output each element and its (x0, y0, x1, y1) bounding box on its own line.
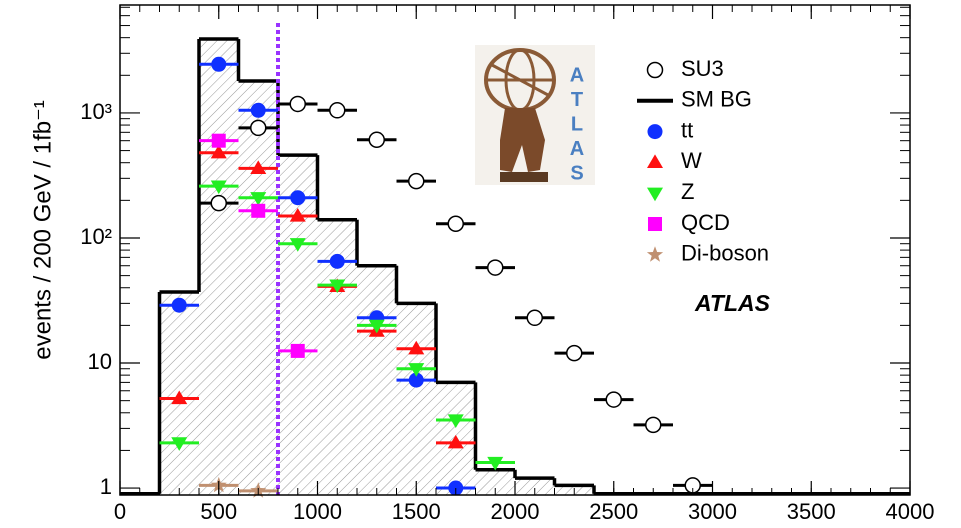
y-tick-label: 1 (100, 474, 112, 499)
logo-figure (500, 108, 545, 172)
annotation: ATLAS (694, 290, 771, 316)
y-axis-label: events / 200 GeV / 1fb⁻¹ (29, 100, 56, 359)
hist-bin-fill (357, 265, 397, 495)
marker (329, 279, 346, 294)
marker (210, 144, 227, 159)
marker (211, 56, 227, 72)
marker (211, 133, 226, 148)
marker (408, 340, 425, 355)
marker (647, 154, 663, 168)
marker (290, 343, 305, 358)
marker (250, 102, 266, 118)
y-tick-label: 10³ (80, 99, 112, 124)
hist-bin-fill (278, 155, 318, 495)
marker (329, 102, 346, 119)
marker (447, 434, 464, 449)
marker (289, 95, 306, 113)
marker (250, 160, 267, 175)
x-tick-label: 2000 (491, 499, 540, 524)
legend-label: SM BG (681, 87, 752, 112)
marker (329, 253, 345, 269)
hist-bin-fill (396, 303, 436, 495)
x-tick-label: 3000 (688, 499, 737, 524)
y-tick-label: 10 (88, 349, 112, 374)
x-tick-label: 3500 (787, 499, 836, 524)
x-tick-label: 0 (114, 499, 126, 524)
logo-letter: L (571, 113, 583, 135)
series (159, 56, 476, 496)
marker (408, 172, 425, 190)
logo-letter: S (570, 162, 583, 184)
hist-bin-fill (199, 39, 239, 495)
logo-letter: T (571, 89, 583, 111)
marker (647, 124, 663, 140)
logo-globe (491, 63, 549, 97)
marker (487, 259, 504, 276)
marker (210, 194, 227, 212)
marker (487, 456, 504, 471)
y-tick-label: 10² (80, 224, 112, 249)
marker (289, 207, 306, 222)
marker (171, 297, 187, 313)
marker (210, 180, 227, 195)
marker (646, 61, 664, 79)
marker (251, 203, 266, 218)
x-tick-label: 1500 (392, 499, 441, 524)
logo-base (500, 172, 548, 182)
hist-bin-fill (238, 81, 278, 496)
legend-label: W (681, 148, 702, 173)
series (199, 133, 318, 358)
legend-label: Z (681, 179, 694, 204)
marker (250, 192, 267, 206)
hist-bin-fill (515, 478, 555, 495)
marker (289, 238, 306, 252)
marker (447, 215, 464, 232)
atlas-logo: ATLAS (475, 45, 595, 185)
x-tick-label: 2500 (589, 499, 638, 524)
series (159, 180, 515, 471)
marker (566, 344, 583, 362)
legend-label: tt (681, 117, 693, 142)
marker (250, 119, 267, 137)
legend-label: SU3 (681, 56, 724, 81)
logo-letter: A (570, 64, 584, 86)
marker (368, 319, 385, 334)
legend-label: Di-boson (681, 241, 769, 266)
marker (368, 131, 385, 149)
series (199, 95, 713, 494)
marker (171, 437, 188, 451)
marker (646, 246, 664, 262)
marker (290, 190, 306, 206)
marker (645, 416, 662, 434)
marker (647, 187, 663, 202)
marker (171, 390, 188, 405)
marker (447, 414, 464, 429)
marker (648, 217, 662, 231)
marker (605, 391, 622, 408)
x-tick-label: 1000 (293, 499, 342, 524)
legend-label: QCD (681, 210, 730, 235)
marker (408, 372, 424, 388)
marker (408, 363, 425, 377)
x-tick-label: 4000 (886, 499, 935, 524)
marker (526, 309, 543, 327)
x-tick-label: 500 (200, 499, 237, 524)
logo-letter: A (570, 138, 584, 160)
